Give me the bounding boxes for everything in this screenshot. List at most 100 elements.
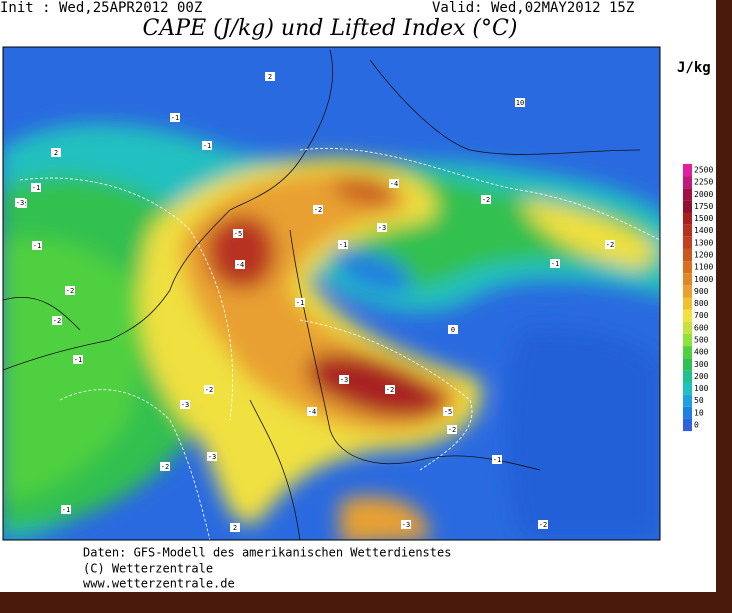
- label-box: [448, 325, 458, 334]
- label-box: [235, 260, 245, 269]
- contour-label: -2: [448, 426, 456, 434]
- init-time: Init : Wed,25APR2012 00Z: [0, 0, 202, 16]
- contour-label: -4: [236, 261, 244, 269]
- contour-label: -2: [53, 317, 61, 325]
- colorbar-band: [683, 406, 692, 419]
- contour-label: -5: [234, 230, 242, 238]
- contour-label: -1: [551, 260, 559, 268]
- label-box: [401, 520, 411, 529]
- colorbar-label: 800: [694, 299, 709, 308]
- colorbar-label: 900: [694, 287, 709, 296]
- colorbar-band: [683, 248, 692, 262]
- colorbar-label: 1750: [694, 202, 713, 211]
- contour-label: -5: [444, 408, 452, 416]
- contour-label: -3: [340, 376, 348, 384]
- colorbar-band: [683, 358, 692, 371]
- colorbar: 2500225020001750150014001300120011001000…: [683, 163, 713, 432]
- contour-label: -3: [378, 224, 386, 232]
- map-field: [3, 47, 660, 540]
- colorbar-label: 700: [694, 311, 709, 320]
- label-box: [481, 195, 491, 204]
- label-box: [31, 183, 41, 192]
- colorbar-label: 1500: [694, 214, 713, 223]
- colorbar-band: [683, 321, 692, 334]
- colorbar-label: 500: [694, 336, 709, 345]
- contour-label: -2: [386, 386, 394, 394]
- contour-label: -3: [402, 521, 410, 529]
- contour-label: 2: [233, 524, 237, 532]
- colorbar-label: 1400: [694, 226, 713, 235]
- contour-label: -1: [32, 184, 40, 192]
- colorbar-band: [683, 418, 692, 432]
- contour-label: -1: [493, 456, 501, 464]
- colorbar-band: [683, 188, 692, 201]
- contour-label: -3: [208, 453, 216, 461]
- contour-label: -1: [171, 114, 179, 122]
- colorbar-band: [683, 212, 692, 225]
- label-box: [389, 179, 399, 188]
- title: CAPE (J/kg) und Lifted Index (°C): [143, 16, 518, 41]
- contour-label: -4: [308, 408, 316, 416]
- contour-label: -4: [390, 180, 398, 188]
- colorbar-label: 2500: [694, 166, 713, 175]
- contour-label: -1: [62, 506, 70, 514]
- colorbar-label: 1300: [694, 238, 713, 247]
- label-box: [515, 98, 525, 107]
- colorbar-label: 2250: [694, 178, 713, 187]
- label-box: [443, 407, 453, 416]
- label-box: [61, 505, 71, 514]
- label-box: [15, 198, 25, 207]
- colorbar-band: [683, 333, 692, 347]
- colorbar-band: [683, 309, 692, 322]
- colorbar-band: [683, 297, 692, 310]
- contour-label: -1: [33, 242, 41, 250]
- colorbar-band: [683, 382, 692, 395]
- colorbar-band: [683, 285, 692, 298]
- contour-label: -2: [606, 241, 614, 249]
- colorbar-label: 400: [694, 348, 709, 357]
- colorbar-label: 1200: [694, 251, 713, 260]
- label-box: [202, 141, 212, 150]
- label-box: [180, 400, 190, 409]
- label-box: [52, 316, 62, 325]
- contour-label: -1: [339, 241, 347, 249]
- contour-label: 0: [451, 326, 455, 334]
- colorbar-band: [683, 273, 692, 286]
- label-box: [32, 241, 42, 250]
- label-box: [538, 520, 548, 529]
- colorbar-band: [683, 236, 692, 249]
- colorbar-label: 50: [694, 396, 704, 405]
- colorbar-label: 2000: [694, 190, 713, 199]
- label-box: [265, 72, 275, 81]
- label-box: [207, 452, 217, 461]
- footer-line: (C) Wetterzentrale: [83, 562, 213, 576]
- colorbar-band: [683, 370, 692, 383]
- contour-label: -3: [181, 401, 189, 409]
- contour-label: -3: [16, 199, 24, 207]
- colorbar-band: [683, 163, 692, 177]
- colorbar-label: 300: [694, 360, 709, 369]
- label-box: [307, 407, 317, 416]
- valid-time: Valid: Wed,02MAY2012 15Z: [432, 0, 634, 16]
- contour-label: 2: [54, 149, 58, 157]
- footer-line: www.wetterzentrale.de: [83, 577, 235, 591]
- colorbar-band: [683, 346, 692, 359]
- colorbar-label: 100: [694, 384, 709, 393]
- contour-label: 2: [268, 73, 272, 81]
- contour-label: -2: [314, 206, 322, 214]
- colorbar-band: [683, 224, 692, 237]
- contour-label: -1: [203, 142, 211, 150]
- contour-label: -2: [161, 463, 169, 471]
- contour-label: 10: [516, 99, 524, 107]
- colorbar-label: 10: [694, 408, 704, 417]
- colorbar-band: [683, 394, 692, 407]
- colorbar-band: [683, 261, 692, 274]
- label-box: [550, 259, 560, 268]
- label-box: [338, 240, 348, 249]
- footer-line: Daten: GFS-Modell des amerikanischen Wet…: [83, 546, 451, 560]
- label-box: [295, 298, 305, 307]
- label-box: [73, 355, 83, 364]
- label-box: [204, 385, 214, 394]
